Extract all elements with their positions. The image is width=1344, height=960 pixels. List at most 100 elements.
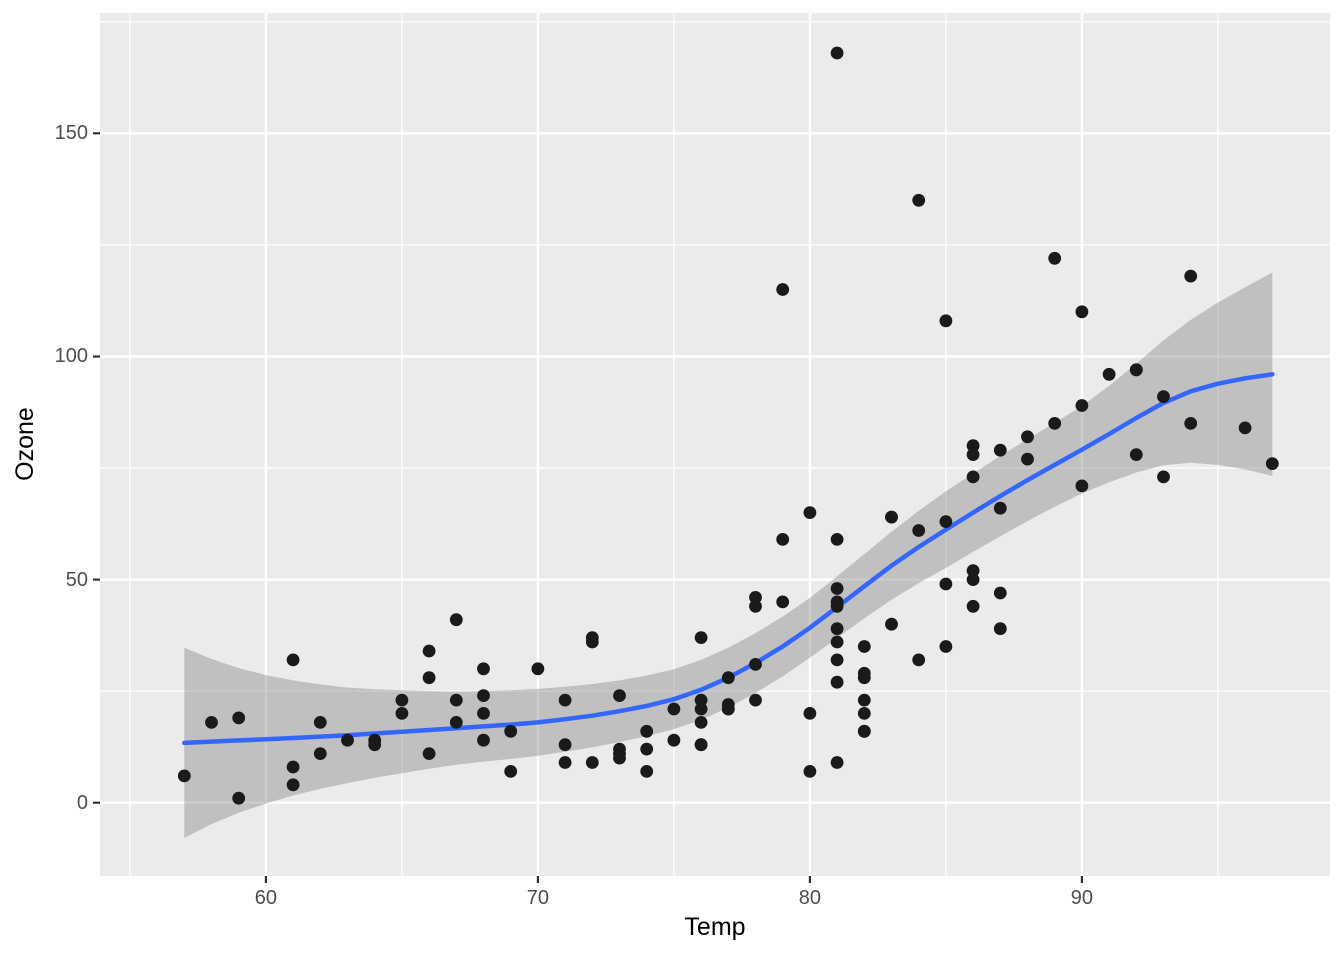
data-point (613, 689, 626, 702)
data-point (449, 693, 463, 707)
data-point (749, 693, 762, 707)
data-point (613, 742, 626, 756)
data-point (857, 707, 871, 720)
data-point (1184, 417, 1198, 430)
data-point (939, 314, 953, 328)
data-point (341, 733, 354, 747)
data-point (776, 283, 790, 296)
data-point (667, 702, 681, 716)
data-point (857, 640, 871, 653)
y-tick-label: 100 (54, 345, 88, 368)
x-axis-title: Temp (684, 913, 746, 941)
data-point (939, 577, 953, 591)
data-point (749, 591, 762, 604)
data-point (395, 693, 409, 707)
data-point (531, 662, 545, 676)
x-tick-label: 70 (526, 887, 550, 909)
data-point (232, 711, 246, 725)
data-point (830, 653, 844, 667)
data-point (993, 622, 1007, 636)
data-point (1075, 479, 1089, 493)
data-point (1129, 448, 1143, 461)
data-point (504, 724, 518, 738)
data-point (640, 742, 654, 756)
data-point (286, 778, 300, 792)
data-point (177, 769, 191, 783)
data-point (1157, 390, 1170, 403)
y-tick-label: 0 (76, 791, 88, 814)
y-tick-label: 50 (65, 568, 88, 591)
data-point (368, 738, 382, 752)
data-point (286, 760, 300, 774)
data-point (830, 622, 844, 636)
data-point (993, 501, 1007, 515)
data-point (857, 693, 871, 707)
data-point (721, 702, 735, 716)
data-point (1021, 452, 1034, 466)
data-point (558, 693, 572, 707)
data-point (1129, 363, 1143, 377)
data-point (694, 631, 708, 644)
data-point (830, 599, 844, 613)
data-point (449, 613, 463, 627)
data-point (477, 689, 490, 702)
data-point (885, 617, 898, 631)
data-point (912, 193, 926, 207)
data-point (1048, 251, 1062, 265)
data-point (993, 443, 1007, 457)
data-point (830, 46, 844, 60)
data-point (939, 515, 953, 528)
data-point (694, 702, 708, 716)
data-point (966, 573, 980, 586)
data-point (749, 599, 762, 613)
data-point (993, 586, 1007, 600)
data-point (477, 733, 490, 747)
data-point (1265, 457, 1279, 470)
x-tick-label: 80 (798, 887, 822, 909)
data-point (585, 631, 599, 644)
y-axis-title: Ozone (11, 407, 39, 481)
data-point (830, 582, 844, 595)
data-point (422, 747, 436, 760)
data-point (803, 506, 817, 519)
data-point (313, 747, 327, 760)
data-point (885, 510, 898, 524)
data-point (803, 707, 817, 720)
data-point (232, 791, 246, 805)
data-point (477, 707, 490, 720)
data-point (667, 733, 681, 747)
data-point (395, 707, 409, 720)
plot-panel (100, 13, 1330, 876)
data-point (449, 716, 463, 729)
data-point (504, 765, 518, 778)
data-point (313, 716, 327, 729)
data-point (640, 765, 654, 778)
data-point (286, 653, 300, 667)
data-point (422, 671, 436, 685)
data-point (558, 738, 572, 752)
data-point (1102, 367, 1116, 381)
data-point (912, 653, 926, 667)
data-point (640, 724, 654, 738)
data-point (857, 724, 871, 738)
data-point (966, 599, 980, 613)
data-point (830, 635, 844, 649)
data-point (912, 524, 926, 537)
data-point (1021, 430, 1034, 444)
x-tick-label: 90 (1070, 887, 1094, 909)
data-point (1048, 417, 1062, 430)
data-point (1184, 269, 1198, 283)
data-point (830, 756, 844, 769)
x-tick-label: 60 (254, 887, 278, 909)
data-point (966, 564, 980, 577)
data-point (477, 662, 490, 676)
data-point (721, 671, 735, 685)
data-point (205, 716, 218, 729)
data-point (830, 675, 844, 689)
data-point (966, 470, 980, 484)
data-point (1075, 399, 1089, 412)
data-point (966, 448, 980, 461)
data-point (613, 751, 626, 765)
